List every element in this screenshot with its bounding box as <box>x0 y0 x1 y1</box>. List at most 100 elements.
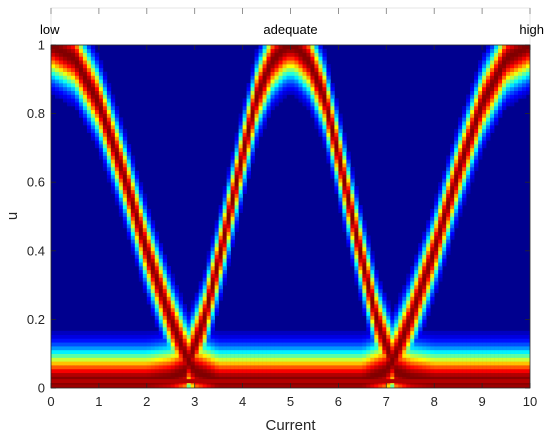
heatmap-cell <box>430 334 435 339</box>
heatmap-cell <box>114 140 120 145</box>
heatmap-cell <box>242 361 247 366</box>
heatmap-cell <box>362 368 367 374</box>
heatmap-cell <box>258 98 263 103</box>
heatmap-cell <box>350 186 355 191</box>
heatmap-cell <box>494 357 499 362</box>
heatmap-cell <box>282 334 287 339</box>
heatmap-cell <box>182 342 188 347</box>
heatmap-cell <box>254 372 259 377</box>
heatmap-cell <box>130 155 136 160</box>
heatmap-cell <box>470 346 475 351</box>
heatmap-cell <box>114 361 120 366</box>
heatmap-cell <box>518 83 523 88</box>
heatmap-cell <box>146 266 152 271</box>
heatmap-cell <box>154 342 160 347</box>
heatmap-cell <box>422 292 427 297</box>
heatmap-cell <box>366 266 371 271</box>
heatmap-cell <box>74 365 80 370</box>
heatmap-cell <box>90 121 96 126</box>
heatmap-cell <box>110 113 116 118</box>
heatmap-cell <box>522 45 527 50</box>
heatmap-cell <box>51 376 56 381</box>
heatmap-cell <box>326 342 331 347</box>
heatmap-cell <box>350 182 355 187</box>
heatmap-cell <box>430 250 435 255</box>
heatmap-cell <box>426 224 431 229</box>
heatmap-cell <box>158 254 164 259</box>
heatmap-cell <box>262 365 267 370</box>
heatmap-cell <box>126 216 132 221</box>
heatmap-cell <box>410 368 415 374</box>
heatmap-cell <box>382 372 387 377</box>
heatmap-cell <box>446 197 451 202</box>
heatmap-cell <box>54 83 60 88</box>
heatmap-cell <box>438 235 443 240</box>
heatmap-cell <box>442 224 447 229</box>
heatmap-cell <box>118 151 124 156</box>
heatmap-cell <box>462 136 467 141</box>
heatmap-cell <box>134 250 140 255</box>
heatmap-cell <box>230 151 235 156</box>
heatmap-cell <box>178 376 184 381</box>
heatmap-cell <box>350 208 355 213</box>
heatmap-cell <box>154 262 160 267</box>
heatmap-cell <box>290 52 295 57</box>
heatmap-cell <box>90 83 96 88</box>
heatmap-cell <box>94 346 100 351</box>
heatmap-cell <box>114 342 120 347</box>
heatmap-cell <box>506 353 511 358</box>
heatmap-cell <box>354 246 359 252</box>
heatmap-cell <box>110 132 116 137</box>
heatmap-cell <box>242 125 247 130</box>
heatmap-cell <box>226 212 231 217</box>
heatmap-cell <box>326 376 331 381</box>
heatmap-cell <box>94 338 100 343</box>
heatmap-cell <box>510 353 515 358</box>
heatmap-cell <box>418 315 423 320</box>
heatmap-cell <box>298 67 303 72</box>
heatmap-cell <box>290 60 295 65</box>
heatmap-cell <box>398 323 403 328</box>
heatmap-cell <box>482 125 487 130</box>
heatmap-cell <box>174 296 180 301</box>
heatmap-cell <box>518 79 523 84</box>
heatmap-cell <box>302 334 307 339</box>
heatmap-cell <box>62 60 68 65</box>
heatmap-cell <box>102 102 108 107</box>
heatmap-cell <box>510 83 515 88</box>
heatmap-cell <box>458 384 463 388</box>
heatmap-cell <box>486 64 491 69</box>
heatmap-cell <box>234 227 239 233</box>
heatmap-cell <box>450 231 455 236</box>
heatmap-cell <box>358 368 363 374</box>
heatmap-cell <box>490 79 495 84</box>
heatmap-cell <box>78 342 84 347</box>
heatmap-cell <box>70 372 76 377</box>
heatmap-cell <box>186 311 192 316</box>
heatmap-cell <box>266 105 271 111</box>
heatmap-cell <box>122 216 128 221</box>
heatmap-cell <box>462 140 467 145</box>
heatmap-cell <box>510 346 515 351</box>
heatmap-cell <box>426 231 431 236</box>
heatmap-cell <box>198 338 203 343</box>
heatmap-cell <box>298 86 303 92</box>
heatmap-cell <box>470 147 475 153</box>
heatmap-cell <box>342 186 347 191</box>
heatmap-cell <box>154 300 160 305</box>
heatmap-cell <box>138 262 144 267</box>
heatmap-cell <box>186 338 192 343</box>
heatmap-cell <box>230 239 235 244</box>
heatmap-cell <box>494 330 499 335</box>
heatmap-cell <box>326 83 331 88</box>
heatmap-cell <box>54 365 60 370</box>
heatmap-cell <box>450 346 455 351</box>
heatmap-cell <box>494 361 499 366</box>
heatmap-cell <box>90 342 96 347</box>
heatmap-cell <box>326 64 331 69</box>
heatmap-cell <box>258 64 263 69</box>
heatmap-cell <box>458 334 463 339</box>
heatmap-cell <box>90 60 96 65</box>
heatmap-cell <box>246 151 251 156</box>
heatmap-cell <box>502 357 507 362</box>
